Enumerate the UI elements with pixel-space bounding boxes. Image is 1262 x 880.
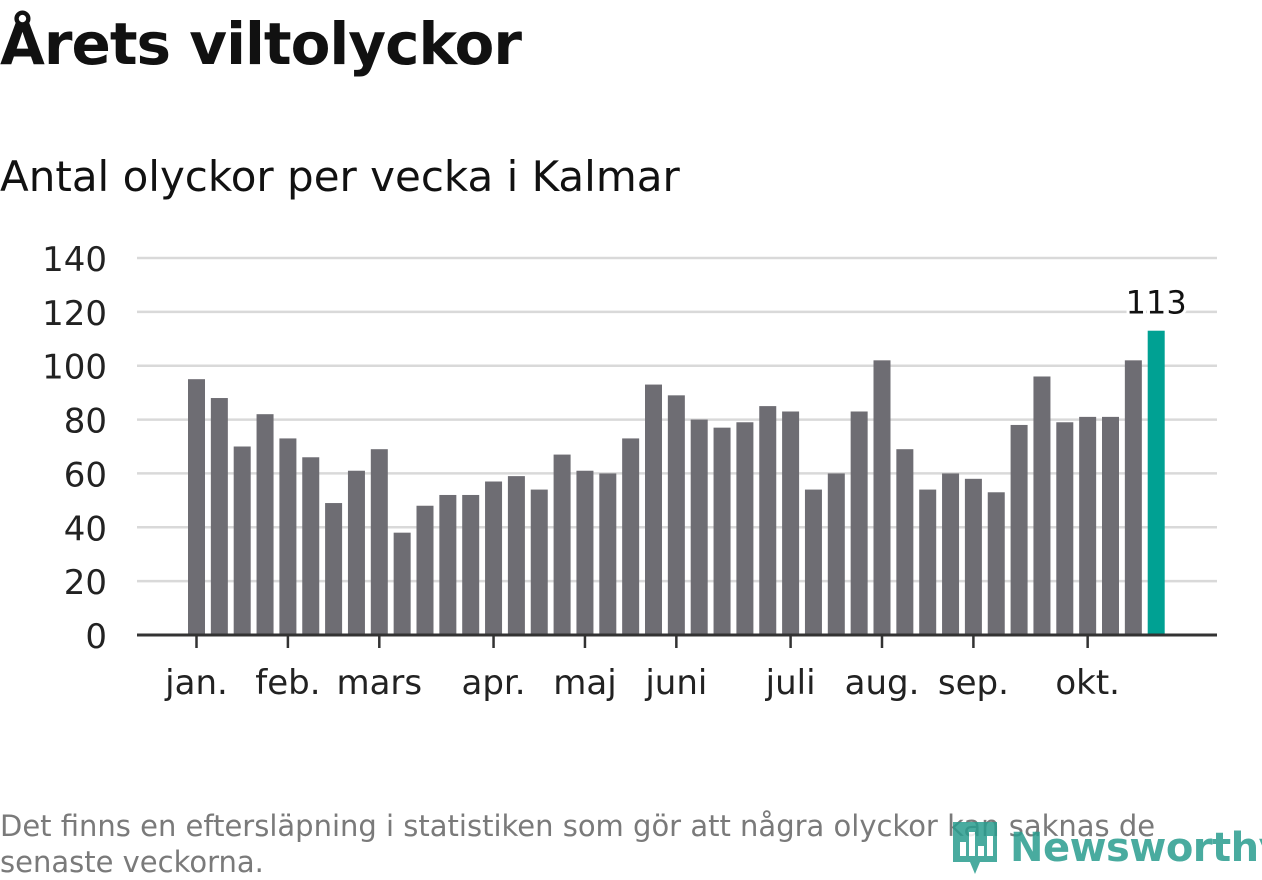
y-tick-label: 0 — [85, 617, 107, 657]
bar — [964, 478, 982, 635]
bar — [393, 532, 411, 635]
x-tick-label: maj — [553, 663, 616, 703]
bar — [713, 427, 731, 635]
bar — [1056, 422, 1074, 635]
bar — [210, 398, 228, 635]
chart-pin-icon — [953, 822, 997, 874]
y-tick-label: 60 — [64, 455, 107, 495]
x-tick-label: apr. — [462, 663, 526, 703]
newsworthy-logo: Newsworthy — [950, 818, 1262, 878]
y-tick-label: 80 — [64, 402, 107, 442]
bar — [576, 470, 594, 635]
bar — [302, 457, 320, 635]
bar — [233, 446, 251, 635]
bar — [736, 422, 754, 635]
x-tick-label: okt. — [1055, 663, 1120, 703]
x-axis — [137, 633, 1217, 648]
data-labels: 113 — [1123, 281, 1190, 325]
bar — [325, 503, 343, 635]
bar — [919, 489, 937, 635]
bar — [347, 470, 365, 635]
x-tick-label: feb. — [255, 663, 320, 703]
bar-highlight — [1147, 330, 1165, 635]
bar — [782, 411, 800, 635]
bar — [462, 494, 480, 635]
x-tick-label: sep. — [938, 663, 1009, 703]
y-tick-label: 120 — [42, 294, 107, 334]
bar — [942, 473, 960, 635]
bar — [416, 505, 434, 635]
bar — [645, 384, 662, 635]
logo-text: Newsworthy — [1010, 825, 1262, 871]
chart-title: Årets viltolyckor — [0, 10, 522, 78]
y-tick-label: 20 — [64, 563, 107, 603]
bar — [485, 481, 503, 635]
bar — [667, 395, 685, 635]
x-axis-tick-labels: jan. feb. mars apr. maj juni juli aug. sep. okt. — [164, 663, 1120, 703]
bar — [804, 489, 822, 635]
bar — [622, 438, 640, 635]
y-tick-label: 40 — [64, 509, 107, 549]
bar — [827, 473, 845, 635]
bar — [873, 360, 891, 635]
bar — [987, 492, 1005, 635]
bar — [256, 414, 274, 635]
highlight-value-label: 113 — [1126, 284, 1187, 322]
y-tick-label: 140 — [42, 240, 107, 280]
bar — [507, 476, 525, 635]
bar — [530, 489, 548, 635]
bar — [439, 494, 457, 635]
bar — [553, 454, 571, 635]
bar — [1033, 376, 1051, 635]
bar — [279, 438, 297, 635]
bar — [690, 419, 708, 635]
bar — [188, 379, 205, 635]
x-tick-label: mars — [336, 663, 422, 703]
bar — [599, 473, 617, 635]
bar — [1102, 416, 1119, 635]
bars — [188, 330, 1165, 635]
chart-subtitle: Antal olyckor per vecka i Kalmar — [0, 152, 680, 201]
x-tick-label: juli — [765, 663, 816, 703]
y-axis-tick-labels: 0 20 40 60 80 100 120 140 — [42, 240, 107, 657]
y-tick-label: 100 — [42, 348, 107, 388]
x-tick-label: juni — [644, 663, 707, 703]
bar — [759, 406, 777, 635]
bar — [1124, 360, 1142, 635]
bar — [1010, 424, 1028, 635]
bar — [896, 449, 914, 635]
bar — [850, 411, 868, 635]
x-tick-label: jan. — [164, 663, 228, 703]
x-tick-label: aug. — [845, 663, 920, 703]
bar — [1079, 416, 1097, 635]
bar — [370, 449, 388, 635]
